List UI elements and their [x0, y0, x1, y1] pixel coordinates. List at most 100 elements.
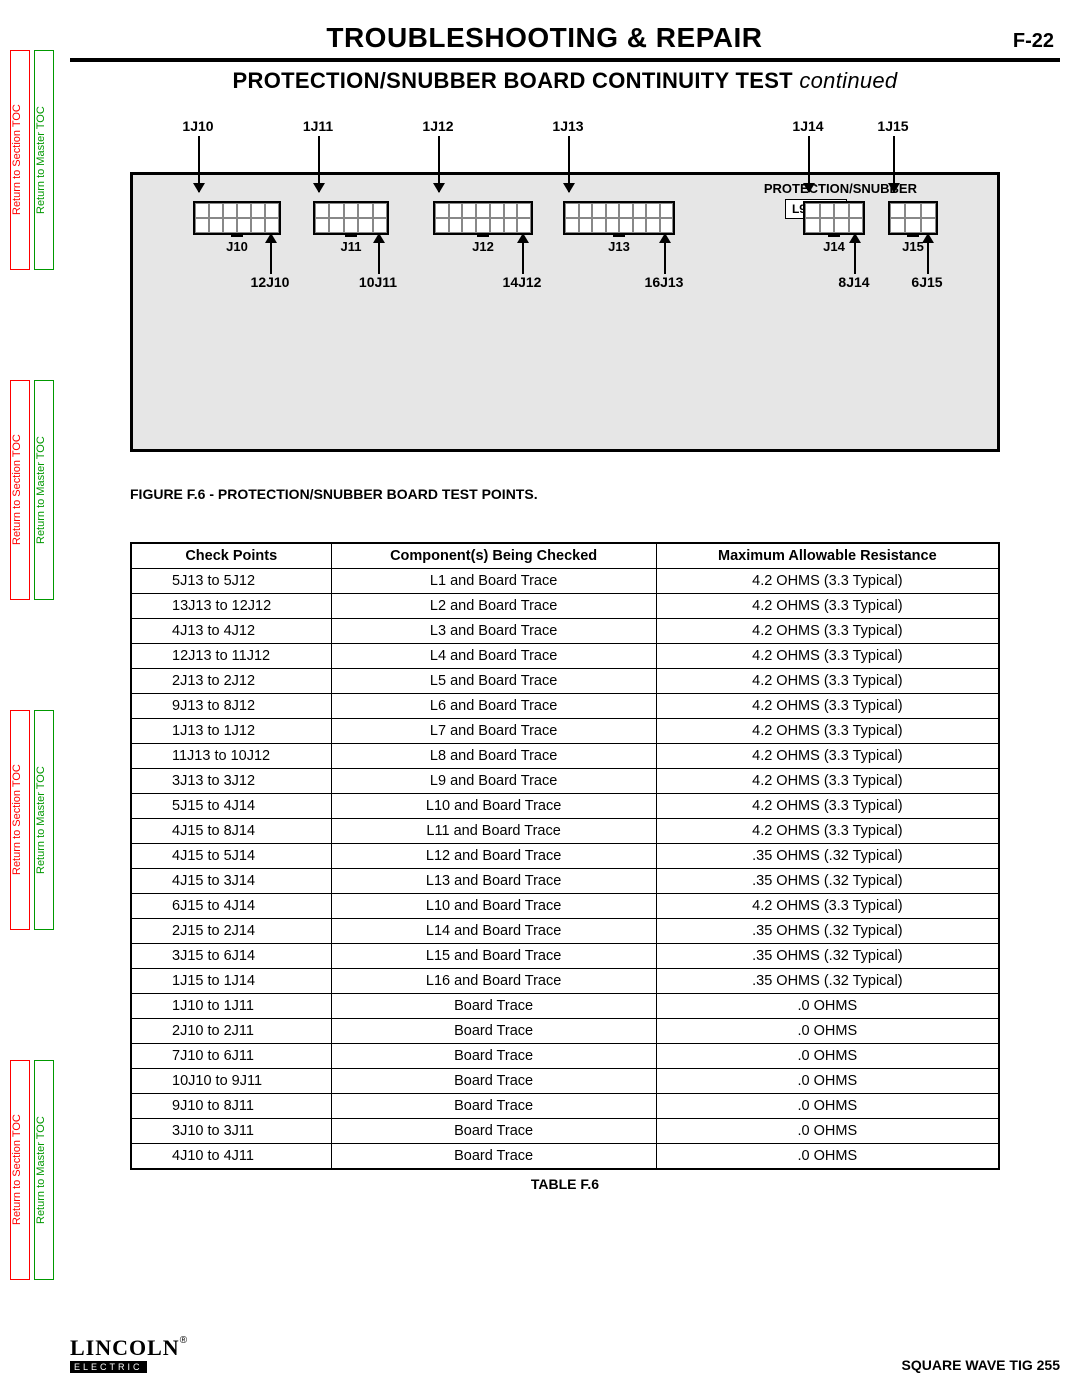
- table-row: 6J15 to 4J14L10 and Board Trace4.2 OHMS …: [131, 894, 999, 919]
- pin-label-1j11: 1J11: [303, 118, 333, 134]
- table-row: 10J10 to 9J11Board Trace.0 OHMS: [131, 1069, 999, 1094]
- return-master-toc-link[interactable]: Return to Master TOC: [34, 50, 54, 270]
- connector-label-j13: J13: [608, 239, 630, 254]
- pin-label-1j15: 1J15: [877, 118, 908, 134]
- table-cell: 4.2 OHMS (3.3 Typical): [656, 744, 999, 769]
- table-cell: L16 and Board Trace: [331, 969, 656, 994]
- table-cell: Board Trace: [331, 994, 656, 1019]
- page-content: TROUBLESHOOTING & REPAIR F-22 PROTECTION…: [70, 22, 1060, 1192]
- return-section-toc-link[interactable]: Return to Section TOC: [10, 50, 30, 270]
- table-cell: Board Trace: [331, 1119, 656, 1144]
- table-cell: L9 and Board Trace: [331, 769, 656, 794]
- table-row: 4J15 to 3J14L13 and Board Trace.35 OHMS …: [131, 869, 999, 894]
- table-row: 3J13 to 3J12L9 and Board Trace4.2 OHMS (…: [131, 769, 999, 794]
- pin-label-1j13: 1J13: [552, 118, 583, 134]
- return-section-toc-link[interactable]: Return to Section TOC: [10, 380, 30, 600]
- connector-label-j11: J11: [341, 239, 362, 254]
- pin-label-14j12: 14J12: [503, 274, 542, 290]
- page-number: F-22: [1013, 30, 1054, 53]
- table-row: 4J15 to 8J14L11 and Board Trace4.2 OHMS …: [131, 819, 999, 844]
- title-row: TROUBLESHOOTING & REPAIR F-22: [70, 22, 1060, 62]
- pin-label-12j10: 12J10: [251, 274, 290, 290]
- table-cell: .0 OHMS: [656, 1094, 999, 1119]
- table-cell: L1 and Board Trace: [331, 569, 656, 594]
- table-cell: 3J13 to 3J12: [131, 769, 331, 794]
- table-cell: L7 and Board Trace: [331, 719, 656, 744]
- return-master-toc-link[interactable]: Return to Master TOC: [34, 710, 54, 930]
- table-cell: L15 and Board Trace: [331, 944, 656, 969]
- table-cell: 4.2 OHMS (3.3 Typical): [656, 569, 999, 594]
- pin-label-1j14: 1J14: [792, 118, 823, 134]
- table-cell: Board Trace: [331, 1069, 656, 1094]
- return-master-toc-link[interactable]: Return to Master TOC: [34, 380, 54, 600]
- table-cell: 3J15 to 6J14: [131, 944, 331, 969]
- table-row: 4J13 to 4J12L3 and Board Trace4.2 OHMS (…: [131, 619, 999, 644]
- page-footer: LINCOLN® ELECTRIC SQUARE WAVE TIG 255: [70, 1335, 1060, 1373]
- table-row: 9J10 to 8J11Board Trace.0 OHMS: [131, 1094, 999, 1119]
- table-row: 13J13 to 12J12L2 and Board Trace4.2 OHMS…: [131, 594, 999, 619]
- table-cell: .0 OHMS: [656, 1144, 999, 1170]
- table-row: 1J10 to 1J11Board Trace.0 OHMS: [131, 994, 999, 1019]
- table-cell: .0 OHMS: [656, 1044, 999, 1069]
- table-cell: Board Trace: [331, 1044, 656, 1069]
- table-row: 9J13 to 8J12L6 and Board Trace4.2 OHMS (…: [131, 694, 999, 719]
- table-cell: 4.2 OHMS (3.3 Typical): [656, 894, 999, 919]
- table-cell: L5 and Board Trace: [331, 669, 656, 694]
- pin-label-1j10: 1J10: [182, 118, 213, 134]
- return-master-toc-link[interactable]: Return to Master TOC: [34, 1060, 54, 1280]
- connector-j11: [313, 201, 389, 235]
- table-cell: L14 and Board Trace: [331, 919, 656, 944]
- table-cell: 4.2 OHMS (3.3 Typical): [656, 769, 999, 794]
- table-cell: 10J10 to 9J11: [131, 1069, 331, 1094]
- table-cell: 1J15 to 1J14: [131, 969, 331, 994]
- table-cell: L8 and Board Trace: [331, 744, 656, 769]
- table-cell: 4.2 OHMS (3.3 Typical): [656, 694, 999, 719]
- table-cell: L3 and Board Trace: [331, 619, 656, 644]
- table-cell: .0 OHMS: [656, 1119, 999, 1144]
- table-cell: 4.2 OHMS (3.3 Typical): [656, 619, 999, 644]
- table-row: 2J13 to 2J12L5 and Board Trace4.2 OHMS (…: [131, 669, 999, 694]
- table-cell: 4.2 OHMS (3.3 Typical): [656, 669, 999, 694]
- page-title: TROUBLESHOOTING & REPAIR: [326, 22, 762, 54]
- table-cell: 4J13 to 4J12: [131, 619, 331, 644]
- board-diagram: PROTECTION/SNUBBERL9255J10J11J12J13J14J1…: [70, 118, 1060, 458]
- table-cell: L6 and Board Trace: [331, 694, 656, 719]
- table-cell: 11J13 to 10J12: [131, 744, 331, 769]
- table-cell: .0 OHMS: [656, 1019, 999, 1044]
- pin-label-16j13: 16J13: [645, 274, 684, 290]
- subtitle-continued: continued: [799, 68, 897, 93]
- connector-j14: [803, 201, 865, 235]
- table-cell: 12J13 to 11J12: [131, 644, 331, 669]
- table-cell: 4.2 OHMS (3.3 Typical): [656, 794, 999, 819]
- table-row: 7J10 to 6J11Board Trace.0 OHMS: [131, 1044, 999, 1069]
- return-section-toc-link[interactable]: Return to Section TOC: [10, 710, 30, 930]
- table-cell: 9J13 to 8J12: [131, 694, 331, 719]
- pin-label-10j11: 10J11: [359, 274, 397, 290]
- table-row: 1J13 to 1J12L7 and Board Trace4.2 OHMS (…: [131, 719, 999, 744]
- table-row: 11J13 to 10J12L8 and Board Trace4.2 OHMS…: [131, 744, 999, 769]
- side-tabs: Return to Section TOCReturn to Master TO…: [0, 0, 58, 1397]
- table-cell: 4J15 to 5J14: [131, 844, 331, 869]
- table-cell: L10 and Board Trace: [331, 794, 656, 819]
- table-cell: 4.2 OHMS (3.3 Typical): [656, 594, 999, 619]
- connector-label-j10: J10: [226, 239, 248, 254]
- table-cell: 2J13 to 2J12: [131, 669, 331, 694]
- table-cell: Board Trace: [331, 1019, 656, 1044]
- table-cell: 1J10 to 1J11: [131, 994, 331, 1019]
- connector-j13: [563, 201, 675, 235]
- pin-label-6j15: 6J15: [911, 274, 942, 290]
- connector-label-j14: J14: [823, 239, 845, 254]
- table-cell: .35 OHMS (.32 Typical): [656, 969, 999, 994]
- connector-j10: [193, 201, 281, 235]
- return-section-toc-link[interactable]: Return to Section TOC: [10, 1060, 30, 1280]
- table-cell: .35 OHMS (.32 Typical): [656, 844, 999, 869]
- board-outline: PROTECTION/SNUBBERL9255J10J11J12J13J14J1…: [130, 172, 1000, 452]
- table-row: 2J15 to 2J14L14 and Board Trace.35 OHMS …: [131, 919, 999, 944]
- table-cell: L13 and Board Trace: [331, 869, 656, 894]
- table-cell: .0 OHMS: [656, 1069, 999, 1094]
- table-cell: 2J15 to 2J14: [131, 919, 331, 944]
- table-row: 3J15 to 6J14L15 and Board Trace.35 OHMS …: [131, 944, 999, 969]
- table-cell: L10 and Board Trace: [331, 894, 656, 919]
- table-cell: Board Trace: [331, 1144, 656, 1170]
- table-row: 5J15 to 4J14L10 and Board Trace4.2 OHMS …: [131, 794, 999, 819]
